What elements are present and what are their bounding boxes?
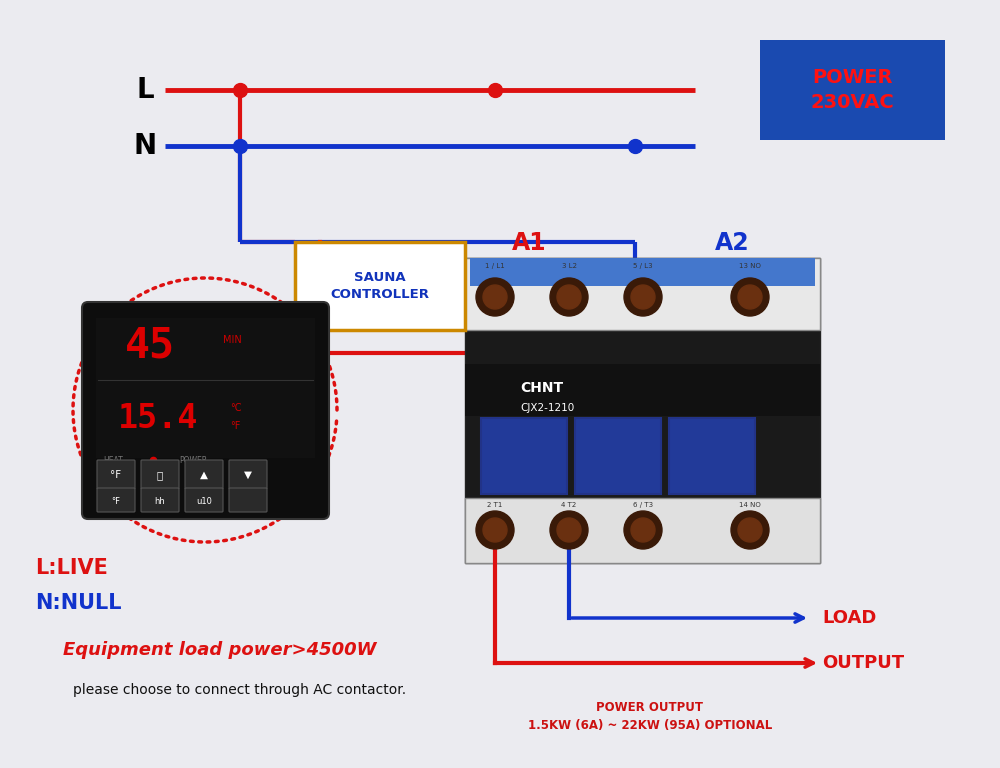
Circle shape bbox=[631, 285, 655, 309]
Text: N:NULL: N:NULL bbox=[35, 593, 122, 613]
FancyBboxPatch shape bbox=[575, 418, 661, 494]
Circle shape bbox=[738, 285, 762, 309]
FancyBboxPatch shape bbox=[669, 418, 755, 494]
Circle shape bbox=[476, 278, 514, 316]
Text: ▲: ▲ bbox=[200, 470, 208, 480]
Circle shape bbox=[483, 518, 507, 542]
Text: hh: hh bbox=[155, 496, 165, 505]
Circle shape bbox=[631, 518, 655, 542]
Text: 13 NO: 13 NO bbox=[739, 263, 761, 269]
Text: 5 / L3: 5 / L3 bbox=[633, 263, 653, 269]
Circle shape bbox=[731, 511, 769, 549]
Circle shape bbox=[731, 278, 769, 316]
FancyBboxPatch shape bbox=[141, 460, 179, 489]
Text: SAUNA
CONTROLLER: SAUNA CONTROLLER bbox=[330, 271, 430, 301]
Text: CJX2-1210: CJX2-1210 bbox=[520, 403, 574, 413]
FancyBboxPatch shape bbox=[185, 488, 223, 512]
Text: u10: u10 bbox=[196, 496, 212, 505]
FancyBboxPatch shape bbox=[229, 460, 267, 489]
Circle shape bbox=[550, 511, 588, 549]
FancyBboxPatch shape bbox=[141, 488, 179, 512]
Text: N: N bbox=[133, 132, 157, 160]
Text: A1: A1 bbox=[512, 231, 547, 255]
Text: °F: °F bbox=[230, 421, 240, 431]
Text: 15.4: 15.4 bbox=[118, 402, 198, 435]
Text: POWER: POWER bbox=[179, 455, 207, 465]
Circle shape bbox=[738, 518, 762, 542]
Text: A2: A2 bbox=[715, 231, 750, 255]
FancyBboxPatch shape bbox=[465, 258, 820, 563]
Text: °F: °F bbox=[112, 496, 121, 505]
Text: °F: °F bbox=[110, 470, 122, 480]
Text: POWER
230VAC: POWER 230VAC bbox=[811, 68, 894, 111]
Text: 1 / L1: 1 / L1 bbox=[485, 263, 505, 269]
Text: 6 / T3: 6 / T3 bbox=[633, 502, 653, 508]
Text: 14 NO: 14 NO bbox=[739, 502, 761, 508]
Text: ▼: ▼ bbox=[244, 470, 252, 480]
Text: 3 L2: 3 L2 bbox=[562, 263, 576, 269]
Text: POWER OUTPUT
1.5KW (6A) ~ 22KW (95A) OPTIONAL: POWER OUTPUT 1.5KW (6A) ~ 22KW (95A) OPT… bbox=[528, 701, 772, 732]
Circle shape bbox=[624, 278, 662, 316]
FancyBboxPatch shape bbox=[97, 488, 135, 512]
Circle shape bbox=[557, 285, 581, 309]
FancyBboxPatch shape bbox=[465, 498, 820, 563]
Text: L: L bbox=[136, 76, 154, 104]
FancyBboxPatch shape bbox=[185, 460, 223, 489]
Text: LOAD: LOAD bbox=[822, 609, 876, 627]
FancyBboxPatch shape bbox=[465, 364, 820, 416]
Text: CHNT: CHNT bbox=[520, 381, 563, 395]
FancyBboxPatch shape bbox=[481, 418, 567, 494]
Text: 45: 45 bbox=[125, 325, 175, 367]
FancyBboxPatch shape bbox=[82, 302, 329, 519]
FancyBboxPatch shape bbox=[760, 40, 945, 140]
Text: L:LIVE: L:LIVE bbox=[35, 558, 108, 578]
Circle shape bbox=[483, 285, 507, 309]
FancyBboxPatch shape bbox=[97, 460, 135, 489]
Text: OUTPUT: OUTPUT bbox=[822, 654, 904, 672]
Text: Equipment load power>4500W: Equipment load power>4500W bbox=[63, 641, 377, 659]
Circle shape bbox=[557, 518, 581, 542]
Circle shape bbox=[476, 511, 514, 549]
Text: ⏰: ⏰ bbox=[157, 470, 163, 480]
Text: 4 T2: 4 T2 bbox=[561, 502, 577, 508]
Circle shape bbox=[550, 278, 588, 316]
FancyBboxPatch shape bbox=[96, 318, 315, 458]
Circle shape bbox=[624, 511, 662, 549]
Text: °C: °C bbox=[230, 403, 241, 413]
FancyBboxPatch shape bbox=[470, 258, 815, 286]
Text: 2 T1: 2 T1 bbox=[487, 502, 503, 508]
Text: MIN: MIN bbox=[223, 335, 242, 345]
FancyBboxPatch shape bbox=[295, 242, 465, 330]
FancyBboxPatch shape bbox=[465, 258, 820, 330]
Text: please choose to connect through AC contactor.: please choose to connect through AC cont… bbox=[73, 683, 407, 697]
FancyBboxPatch shape bbox=[229, 488, 267, 512]
Text: HEAT: HEAT bbox=[103, 455, 123, 465]
